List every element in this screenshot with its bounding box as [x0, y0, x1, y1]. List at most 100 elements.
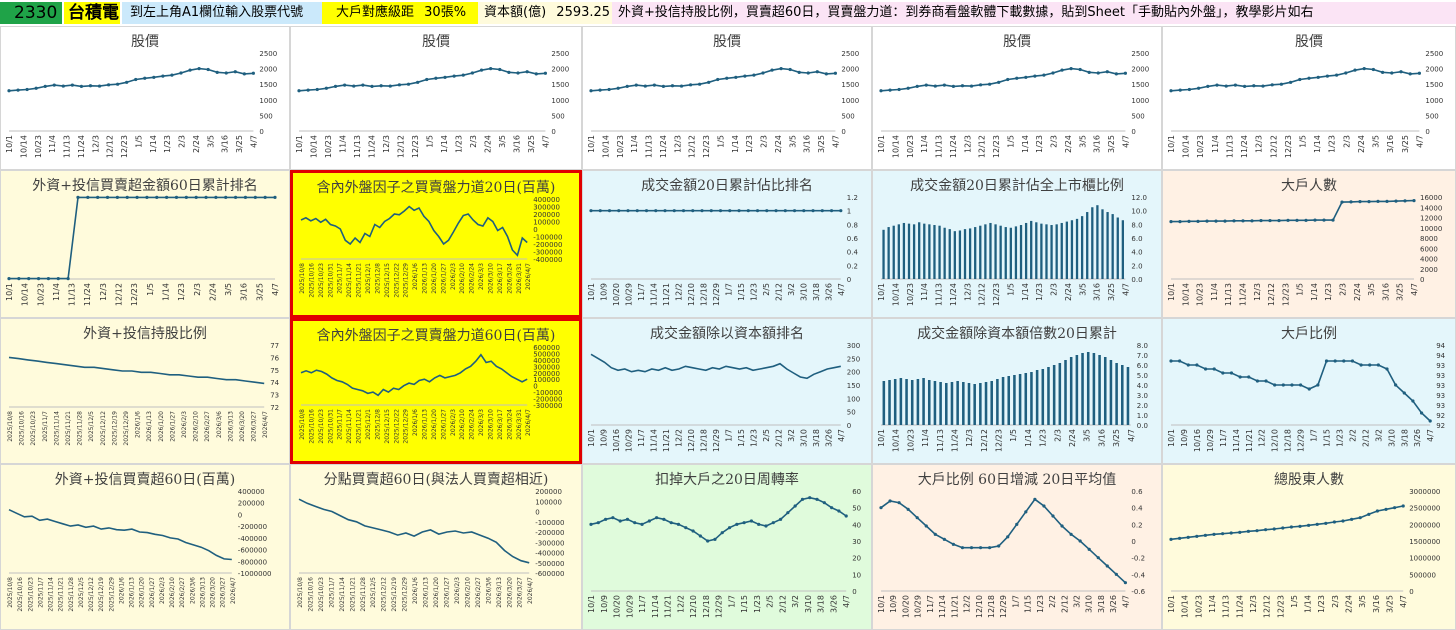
- bar: [1007, 376, 1011, 425]
- x-tick-label: 2025/12/22: [393, 409, 400, 444]
- data-point: [625, 84, 629, 88]
- data-point: [1408, 72, 1412, 76]
- series-line: [298, 498, 530, 564]
- x-tick-label: 12/10: [1271, 429, 1280, 452]
- data-point: [1215, 83, 1219, 87]
- data-point: [1246, 529, 1250, 533]
- y-tick-label: -400000: [535, 550, 564, 558]
- x-tick-label: 1/23: [1039, 429, 1048, 447]
- chart-ratio-change: -0.6 -0.4 -0.2 0 0.2 0.4 0.6 10/1 10/9 10/20 10/29…: [872, 464, 1162, 630]
- x-tick-label: 2025/10/8: [7, 411, 14, 442]
- x-tick-label: 3/26: [1109, 595, 1118, 613]
- x-tick-label: 4/7: [1121, 283, 1130, 296]
- y-tick-label: 74: [270, 379, 279, 387]
- data-point: [106, 83, 111, 87]
- data-point: [1428, 419, 1432, 423]
- data-point: [1033, 497, 1037, 501]
- x-tick-label: 1/5: [716, 135, 725, 148]
- chart-turnover-excl: 0 10 20 30 40 50 60 10/1 10/9 10/20 10/29 11/7 11/14…: [582, 464, 872, 630]
- data-point: [1024, 75, 1028, 79]
- data-point: [1195, 534, 1199, 538]
- y-tick-label: -600000: [238, 547, 267, 555]
- instruction-cell: 到左上角A1欄位輸入股票代號: [122, 2, 322, 24]
- x-tick-label: 2026/1/13: [422, 409, 429, 440]
- data-point: [988, 546, 992, 550]
- y-tick-label: 1.0: [1137, 412, 1148, 420]
- x-tick-label: 2026/1/20: [433, 577, 440, 608]
- x-tick-label: 2025/12/29: [403, 409, 410, 444]
- chart-grid: 0 500 1000 1500 2000 2500 10/1 10/14 10/23 11/4 11…: [0, 26, 1456, 630]
- data-point: [1325, 74, 1329, 78]
- x-tick-label: 2026/3/27: [251, 411, 258, 442]
- data-point: [416, 80, 420, 84]
- data-point: [897, 501, 901, 505]
- x-tick-label: 1/7: [724, 429, 733, 442]
- bar: [1018, 374, 1022, 425]
- y-tick-label: 75: [270, 367, 279, 375]
- data-point: [1335, 73, 1339, 77]
- x-tick-label: 2026/3/20: [210, 577, 217, 608]
- data-point: [598, 88, 602, 92]
- x-tick-label: 10/9: [889, 595, 898, 613]
- x-tick-label: 1/15: [1024, 595, 1033, 613]
- x-tick-label: 1/14: [1310, 283, 1319, 301]
- x-tick-label: 1/5: [1290, 595, 1299, 608]
- chart-plot: -300000-200000-1000000100000200000300000…: [299, 344, 562, 444]
- x-tick-label: 3/10: [799, 283, 808, 301]
- chart-title: 股價: [1003, 34, 1031, 50]
- data-point: [644, 209, 649, 213]
- y-tick-label: 2500: [1425, 50, 1443, 58]
- x-tick-label: 2026/1/27: [169, 411, 176, 442]
- chart-title: 含內外盤因子之買賣盤力道20日(百萬): [316, 180, 556, 196]
- x-tick-label: 2025/12/5: [370, 577, 377, 608]
- x-tick-label: 1/23: [745, 135, 754, 153]
- data-point: [152, 75, 156, 79]
- x-tick-label: 1/23: [753, 595, 762, 613]
- y-tick-label: 93: [1436, 402, 1445, 410]
- stock-code-cell[interactable]: 2330: [0, 2, 62, 24]
- x-tick-label: 3/26: [1413, 429, 1422, 447]
- data-point: [1270, 83, 1274, 87]
- data-point: [1042, 504, 1046, 508]
- y-tick-label: 300000: [533, 363, 560, 371]
- data-point: [672, 209, 676, 213]
- x-tick-label: 2026/3/6: [189, 577, 196, 604]
- x-tick-label: 12/2: [963, 595, 972, 613]
- data-point: [16, 88, 20, 92]
- bar: [1126, 367, 1130, 425]
- x-tick-label: 11/4: [1210, 283, 1219, 301]
- x-tick-label: 2025/10/16: [308, 263, 315, 298]
- x-tick-label: 11/24: [949, 135, 958, 158]
- data-point: [88, 84, 93, 88]
- x-tick-label: 2/5: [762, 283, 771, 296]
- x-tick-label: 12/12: [396, 135, 405, 158]
- y-tick-label: 1000: [841, 97, 859, 105]
- x-tick-label: 2026/3/27: [220, 577, 227, 608]
- data-point: [1114, 572, 1118, 576]
- data-point: [633, 521, 637, 525]
- x-tick-label: 2/24: [1353, 283, 1362, 301]
- x-tick-label: 12/12: [106, 135, 115, 158]
- data-point: [1393, 506, 1397, 510]
- x-tick-label: 2/24: [483, 135, 492, 153]
- x-tick-label: 11/24: [367, 135, 376, 158]
- data-point: [1390, 71, 1394, 75]
- data-point: [242, 72, 246, 76]
- data-point: [43, 84, 47, 88]
- x-tick-label: 1/14: [1304, 595, 1313, 613]
- x-tick-label: 12/23: [995, 429, 1004, 452]
- x-tick-label: 2025/12/29: [123, 411, 130, 446]
- y-tick-label: 600000: [533, 344, 560, 352]
- x-tick-label: 11/24: [950, 429, 959, 452]
- x-tick-label: 2025/11/7: [37, 577, 44, 608]
- chart-plot: -0.6 -0.4 -0.2 0 0.2 0.4 0.6 10/1 10/9 10/20 10/29…: [877, 488, 1146, 618]
- data-point: [806, 71, 810, 75]
- data-point: [434, 76, 438, 80]
- data-point: [470, 71, 474, 75]
- data-point: [662, 517, 666, 521]
- series-line: [298, 67, 546, 92]
- data-point: [1264, 528, 1268, 532]
- data-point: [603, 517, 608, 521]
- x-tick-label: 2026/2/10: [193, 411, 200, 442]
- x-tick-label: 2025/11/21: [356, 263, 363, 298]
